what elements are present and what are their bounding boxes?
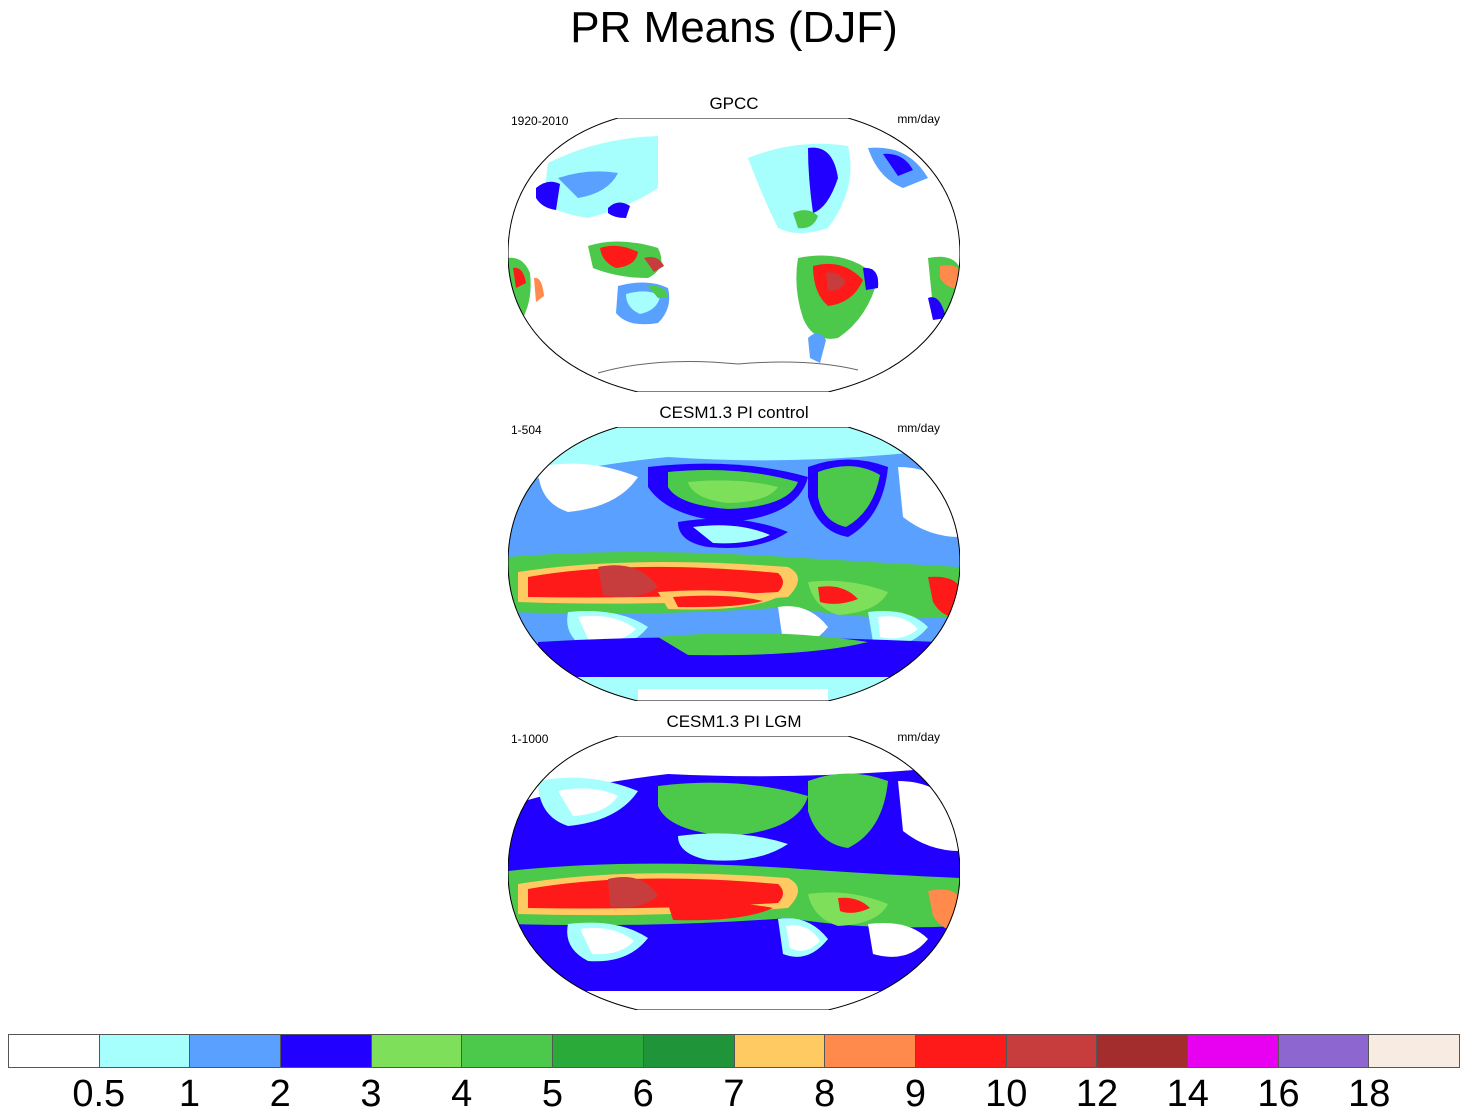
map-panel-pi-control: CESM1.3 PI control 1-504 mm/day: [508, 403, 960, 701]
colorbar-tick-label: 4: [451, 1073, 473, 1115]
colorbar-swatch: [1369, 1035, 1459, 1067]
panel-title: CESM1.3 PI LGM: [666, 712, 802, 731]
colorbar-swatch: [643, 1035, 735, 1067]
colorbar-swatch: [9, 1035, 100, 1067]
colorbar-swatch: [462, 1035, 554, 1067]
colorbar-tick-label: 1: [178, 1073, 201, 1115]
globe-map: [508, 427, 960, 701]
panel-period-label: 1920-2010: [511, 114, 569, 128]
panel-units-label: mm/day: [897, 730, 940, 744]
colorbar-tick-label: 8: [814, 1073, 836, 1115]
panel-units-label: mm/day: [897, 421, 940, 435]
colorbar-swatch: [190, 1035, 282, 1067]
colorbar-tick-label: 12: [1075, 1073, 1119, 1115]
panel-title: GPCC: [709, 94, 759, 113]
colorbar-tick-label: 9: [904, 1073, 927, 1115]
colorbar-tick-label: 18: [1348, 1073, 1391, 1115]
colorbar-swatch: [1097, 1035, 1188, 1067]
colorbar-tick-label: 6: [632, 1073, 654, 1115]
colorbar-tick-label: 10: [985, 1073, 1028, 1115]
colorbar-swatch: [825, 1035, 916, 1067]
colorbar-swatch: [1187, 1035, 1279, 1067]
map-panel-pi-lgm: CESM1.3 PI LGM 1-1000 mm/day: [508, 712, 960, 1010]
colorbar-tick-label: 14: [1166, 1073, 1209, 1115]
colorbar-tick-label: 2: [269, 1073, 291, 1115]
colorbar: [8, 1034, 1460, 1068]
panel-units-label: mm/day: [897, 112, 940, 126]
panel-period-label: 1-504: [511, 423, 542, 437]
colorbar-swatch: [281, 1035, 372, 1067]
colorbar-swatch: [915, 1035, 1007, 1067]
colorbar-swatch: [734, 1035, 826, 1067]
globe-map: [508, 736, 960, 1010]
colorbar-swatch: [1278, 1035, 1370, 1067]
panel-period-label: 1-1000: [511, 732, 549, 746]
globe-map: [508, 118, 960, 392]
colorbar-swatch: [371, 1035, 463, 1067]
map-panel-gpcc: GPCC 1920-2010 mm/day: [508, 94, 960, 392]
colorbar-tick-label: 3: [360, 1073, 382, 1115]
colorbar-tick-label: 5: [541, 1073, 564, 1115]
panel-title: CESM1.3 PI control: [659, 403, 809, 422]
colorbar-swatch: [553, 1035, 644, 1067]
colorbar-swatch: [99, 1035, 191, 1067]
colorbar-tick-label: 0.5: [72, 1073, 126, 1115]
colorbar-tick-label: 7: [723, 1073, 745, 1115]
colorbar-labels: 0.5 1 2 3 4 5 6 7 8 9 10 12 14 16 18: [8, 1072, 1460, 1116]
colorbar-swatch: [1006, 1035, 1098, 1067]
figure-title: PR Means (DJF): [570, 3, 898, 52]
colorbar-tick-label: 16: [1257, 1073, 1300, 1115]
